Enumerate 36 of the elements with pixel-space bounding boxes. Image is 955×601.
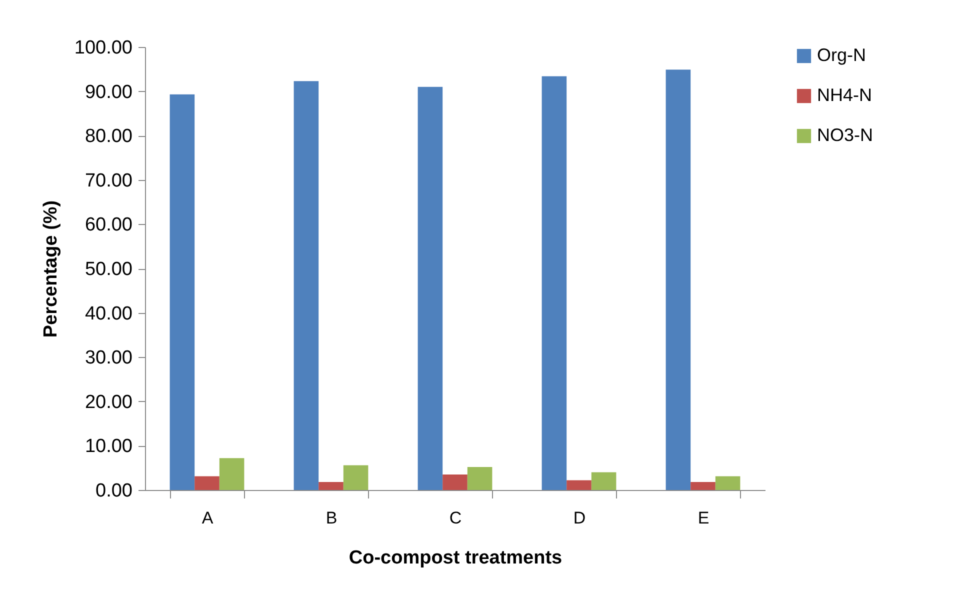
y-tick-label: 100.00	[74, 38, 132, 58]
y-tick-label: 40.00	[84, 303, 132, 324]
bar	[591, 472, 616, 490]
y-tick-label: 0.00	[96, 480, 132, 502]
y-tick-label: 20.00	[84, 392, 132, 413]
bar	[318, 482, 344, 490]
bar	[194, 476, 220, 490]
y-tick-label: 10.00	[84, 436, 132, 458]
x-axis-title: Co-compost treatments	[348, 548, 562, 568]
x-tick-label: B	[326, 508, 338, 528]
y-tick-label: 30.00	[84, 348, 132, 369]
bar	[715, 476, 740, 490]
bar	[690, 482, 716, 490]
bar	[343, 465, 368, 490]
bar	[294, 81, 319, 490]
x-tick-label: A	[202, 508, 214, 528]
bar	[418, 86, 443, 490]
y-tick-label: 90.00	[84, 82, 132, 103]
y-tick-label: 50.00	[84, 259, 132, 280]
bar	[666, 70, 691, 490]
legend-label: NH4-N	[817, 85, 872, 105]
legend-label: NO3-N	[817, 125, 874, 145]
x-tick-label: E	[698, 508, 710, 528]
y-tick-label: 80.00	[84, 126, 132, 148]
bar	[219, 458, 244, 490]
x-tick-label: C	[449, 508, 462, 528]
bar	[566, 480, 592, 490]
bar	[170, 94, 195, 490]
bar	[442, 474, 468, 490]
y-tick-label: 60.00	[84, 214, 132, 236]
bar	[467, 466, 492, 490]
bar	[542, 76, 567, 490]
y-axis-title: Percentage (%)	[40, 200, 62, 338]
legend-label: Org-N	[817, 45, 866, 65]
x-tick-label: D	[573, 508, 586, 528]
y-tick-label: 70.00	[84, 170, 132, 192]
